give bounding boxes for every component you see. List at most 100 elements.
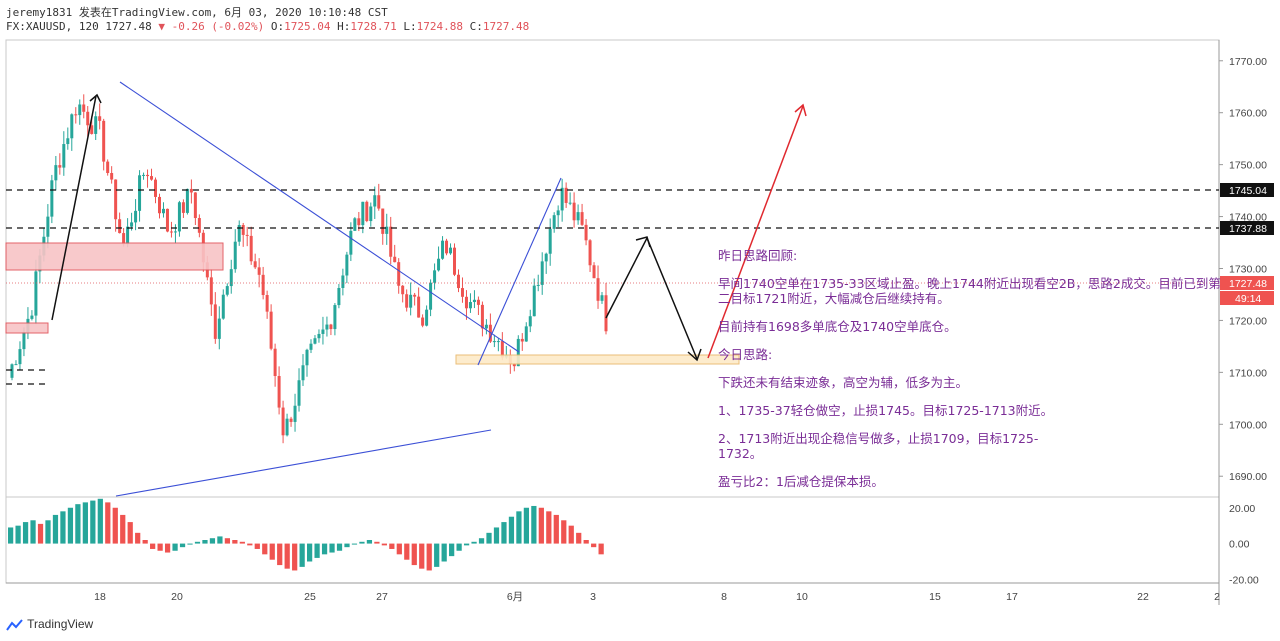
candle-body: [281, 407, 285, 436]
time-tick-label: 20: [171, 591, 183, 603]
arrow-head-icon: [635, 236, 651, 248]
oscillator-bar: [157, 543, 163, 551]
candle-body: [520, 338, 524, 342]
symbol-label[interactable]: FX:XAUUSD, 120: [6, 20, 99, 33]
candle-body: [70, 114, 74, 139]
price-axis-ticks: 1770.00 1760.00 1750.00 1740.00 1730.00 1720.…: [1219, 56, 1267, 483]
oscillator-bar: [284, 543, 290, 569]
support-zone-box[interactable]: [455, 354, 740, 365]
candle-body: [229, 269, 233, 287]
candle-body: [377, 195, 381, 209]
time-tick-label: 18: [94, 591, 106, 603]
candle-body: [313, 338, 317, 344]
oscillator-bar: [336, 543, 343, 551]
candle-body: [10, 364, 14, 378]
oscillator-bar: [60, 511, 66, 544]
candle-body: [385, 226, 389, 234]
candle-body: [82, 104, 86, 112]
candle-body: [22, 332, 26, 350]
oscillator-bar: [127, 522, 133, 544]
oscillator-bar: [389, 543, 395, 549]
drawings-layer[interactable]: [5, 81, 1219, 497]
ascending-trendline[interactable]: [115, 429, 492, 497]
oscillator-bar: [561, 520, 567, 544]
time-tick-label: 15: [929, 591, 941, 603]
candle-body: [146, 174, 150, 177]
small-zone-box[interactable]: [5, 322, 49, 334]
oscillator-bar: [299, 543, 305, 567]
oscillator-bar: [135, 532, 141, 544]
candle-body: [349, 230, 353, 255]
candle-body: [161, 208, 165, 214]
oscillator-bar: [82, 502, 88, 544]
candle-body: [600, 295, 604, 301]
candle-body: [425, 309, 429, 326]
level-1737-tag: [1220, 221, 1274, 235]
candle-body: [472, 299, 476, 303]
candle-body: [401, 285, 405, 295]
oscillator-bar: [493, 527, 500, 544]
descending-trendline[interactable]: [119, 81, 520, 353]
projected-path-arrow[interactable]: [605, 236, 698, 360]
candle-body: [329, 324, 333, 330]
candle-body: [217, 318, 221, 339]
oscillator-bar: [441, 543, 447, 562]
plan-heading: 今日思路:: [718, 347, 773, 362]
price-tick-label: 1740.00: [1229, 212, 1267, 224]
risk-reward-text: 盈亏比2：1后减仓提保本损。: [718, 474, 884, 489]
oscillator-bar: [531, 505, 537, 544]
candle-body: [62, 144, 66, 168]
target-up-arrow[interactable]: [707, 105, 804, 359]
resistance-zone-box[interactable]: [5, 242, 224, 271]
up-arrow-path[interactable]: [51, 95, 97, 321]
arrow-head-icon: [687, 348, 702, 362]
candle-body: [397, 262, 401, 286]
oscillator-bar: [478, 538, 485, 544]
oscillator-bar: [52, 514, 59, 544]
candle-body: [277, 376, 281, 408]
candle-body: [568, 202, 572, 204]
plan-item-2: 2、1713附近出现企稳信号做多，止损1709，目标1725-1732。: [718, 431, 1039, 461]
oscillator-bar: [321, 543, 328, 555]
oscillator-tick-label: 20.00: [1229, 503, 1255, 515]
oscillator-bar: [307, 543, 313, 562]
tradingview-brand: TradingView: [27, 617, 94, 631]
candle-body: [437, 258, 441, 271]
plan-summary: 下跌还未有结束迹象，高空为辅，低多为主。: [718, 375, 969, 390]
price-tick-label: 1750.00: [1229, 160, 1267, 172]
oscillator-bar: [97, 498, 103, 544]
time-tick-label: 27: [376, 591, 388, 603]
candle-body: [233, 241, 237, 270]
candle-body: [560, 187, 564, 211]
oscillator-bar: [591, 543, 597, 548]
plan-item-1: 1、1735-37轻仓做空，止损1745。目标1725-1713附近。: [718, 403, 1054, 418]
candle-body: [30, 315, 34, 319]
candle-body: [409, 294, 413, 308]
oscillator-bar: [224, 538, 231, 544]
candle-body: [528, 316, 532, 327]
publish-info: jeremy1831 发表在TradingView.com, 6月 03, 20…: [6, 6, 388, 19]
candle-body: [496, 341, 500, 343]
oscillator-bar: [37, 523, 44, 544]
oscillator-bar: [292, 543, 298, 571]
candle-body: [453, 247, 457, 275]
candle-body: [90, 125, 94, 134]
oscillator-histogram: [8, 498, 604, 571]
channel-trendline[interactable]: [477, 177, 562, 366]
candle-body: [102, 120, 106, 162]
oscillator-bar: [553, 514, 559, 544]
candle-body: [138, 175, 142, 211]
candle-body: [245, 234, 249, 236]
oscillator-bar: [164, 543, 171, 553]
oscillator-bar: [516, 511, 522, 544]
chart-publish-header: jeremy1831 发表在TradingView.com, 6月 03, 20…: [6, 4, 388, 20]
level-1745-tag: [1220, 183, 1274, 197]
candle-body: [325, 324, 329, 330]
candle-body: [516, 338, 520, 367]
tradingview-footer[interactable]: TradingView: [6, 617, 93, 631]
candle-body: [285, 418, 289, 436]
oscillator-bar: [314, 543, 320, 558]
candle-body: [289, 418, 293, 422]
candle-body: [78, 104, 82, 116]
